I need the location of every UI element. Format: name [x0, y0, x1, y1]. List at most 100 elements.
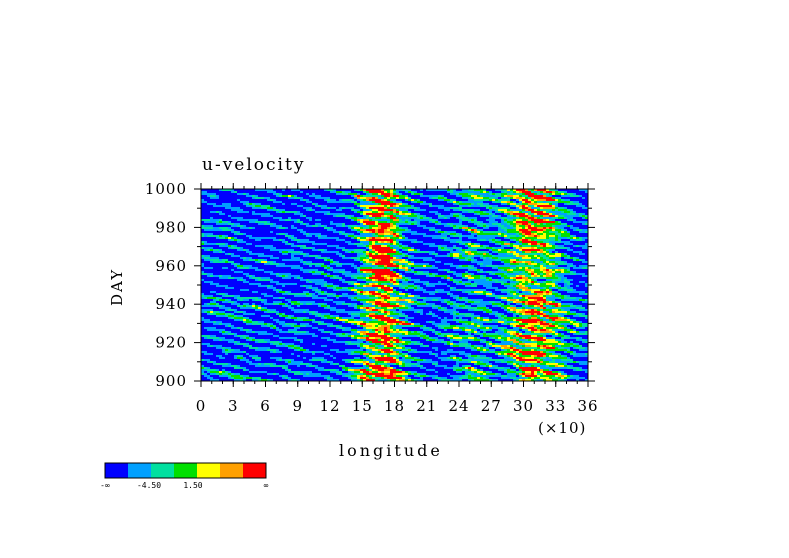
heatmap-cell	[357, 241, 361, 244]
heatmap-cell	[561, 229, 565, 232]
heatmap-cell	[252, 245, 256, 248]
heatmap-cell	[210, 251, 214, 254]
heatmap-cell	[321, 221, 325, 224]
heatmap-cell	[297, 219, 301, 222]
heatmap-cell	[456, 235, 460, 238]
heatmap-cell	[270, 251, 274, 254]
heatmap-cell	[444, 241, 448, 244]
heatmap-cell	[501, 229, 505, 232]
heatmap-cell	[510, 245, 514, 248]
heatmap-cell	[570, 259, 574, 262]
heatmap-cell	[444, 229, 448, 232]
heatmap-cell	[285, 261, 289, 264]
heatmap-cell	[204, 247, 208, 250]
heatmap-cell	[486, 215, 490, 218]
heatmap-cell	[234, 243, 238, 246]
heatmap-cell	[471, 217, 475, 220]
heatmap-cell	[444, 201, 448, 204]
heatmap-cell	[504, 233, 508, 236]
heatmap-cell	[306, 221, 310, 224]
heatmap-cell	[519, 261, 523, 264]
heatmap-cell	[384, 207, 388, 210]
heatmap-cell	[462, 247, 466, 250]
heatmap-cell	[231, 199, 235, 202]
heatmap-cell	[444, 263, 448, 266]
heatmap-cell	[390, 257, 394, 260]
heatmap-cell	[411, 241, 415, 244]
heatmap-cell	[579, 223, 583, 226]
heatmap-cell	[429, 191, 433, 194]
heatmap-cell	[225, 245, 229, 248]
heatmap-cell	[426, 225, 430, 228]
heatmap-cell	[393, 211, 397, 214]
heatmap-cell	[342, 225, 346, 228]
heatmap-cell	[402, 243, 406, 246]
heatmap-cell	[468, 245, 472, 248]
heatmap-cell	[465, 225, 469, 228]
heatmap-cell	[540, 253, 544, 256]
heatmap-cell	[462, 191, 466, 194]
heatmap-cell	[429, 205, 433, 208]
heatmap-cell	[495, 237, 499, 240]
heatmap-cell	[348, 215, 352, 218]
heatmap-cell	[480, 233, 484, 236]
heatmap-cell	[585, 207, 589, 210]
heatmap-cell	[330, 259, 334, 262]
heatmap-cell	[567, 235, 571, 238]
heatmap-cell	[234, 249, 238, 252]
heatmap-cell	[585, 247, 589, 250]
heatmap-cell	[252, 201, 256, 204]
heatmap-cell	[324, 213, 328, 216]
heatmap-cell	[222, 203, 226, 206]
heatmap-cell	[258, 205, 262, 208]
heatmap-cell	[219, 229, 223, 232]
heatmap-cell	[513, 241, 517, 244]
heatmap-cell	[408, 191, 412, 194]
heatmap-cell	[480, 201, 484, 204]
heatmap-cell	[276, 245, 280, 248]
heatmap-cell	[309, 261, 313, 264]
heatmap-cell	[252, 265, 256, 268]
heatmap-cell	[225, 263, 229, 266]
heatmap-cell	[384, 211, 388, 214]
heatmap-cell	[279, 257, 283, 260]
heatmap-cell	[354, 209, 358, 212]
heatmap-cell	[315, 215, 319, 218]
heatmap-cell	[471, 237, 475, 240]
heatmap-cell	[534, 259, 538, 262]
heatmap-cell	[453, 229, 457, 232]
heatmap-cell	[465, 253, 469, 256]
heatmap-cell	[417, 193, 421, 196]
heatmap-cell	[291, 209, 295, 212]
heatmap-cell	[321, 239, 325, 242]
heatmap-cell	[555, 191, 559, 194]
heatmap-cell	[465, 263, 469, 266]
heatmap-cell	[546, 207, 550, 210]
heatmap-cell	[255, 237, 259, 240]
heatmap-cell	[231, 201, 235, 204]
heatmap-cell	[555, 205, 559, 208]
heatmap-cell	[531, 193, 535, 196]
heatmap-cell	[447, 245, 451, 248]
heatmap-cell	[549, 261, 553, 264]
heatmap-cell	[441, 219, 445, 222]
heatmap-cell	[225, 243, 229, 246]
heatmap-cell	[303, 229, 307, 232]
heatmap-cell	[318, 227, 322, 230]
heatmap-cell	[288, 223, 292, 226]
heatmap-cell	[369, 235, 373, 238]
heatmap-cell	[381, 253, 385, 256]
heatmap-cell	[387, 209, 391, 212]
heatmap-cell	[510, 209, 514, 212]
heatmap-cell	[381, 243, 385, 246]
heatmap-cell	[246, 253, 250, 256]
heatmap-cell	[201, 243, 205, 246]
heatmap-cell	[231, 233, 235, 236]
heatmap-cell	[378, 251, 382, 254]
heatmap-cell	[516, 247, 520, 250]
heatmap-cell	[573, 221, 577, 224]
heatmap-cell	[369, 241, 373, 244]
heatmap-cell	[303, 219, 307, 222]
heatmap-cell	[507, 255, 511, 258]
heatmap-cell	[333, 225, 337, 228]
